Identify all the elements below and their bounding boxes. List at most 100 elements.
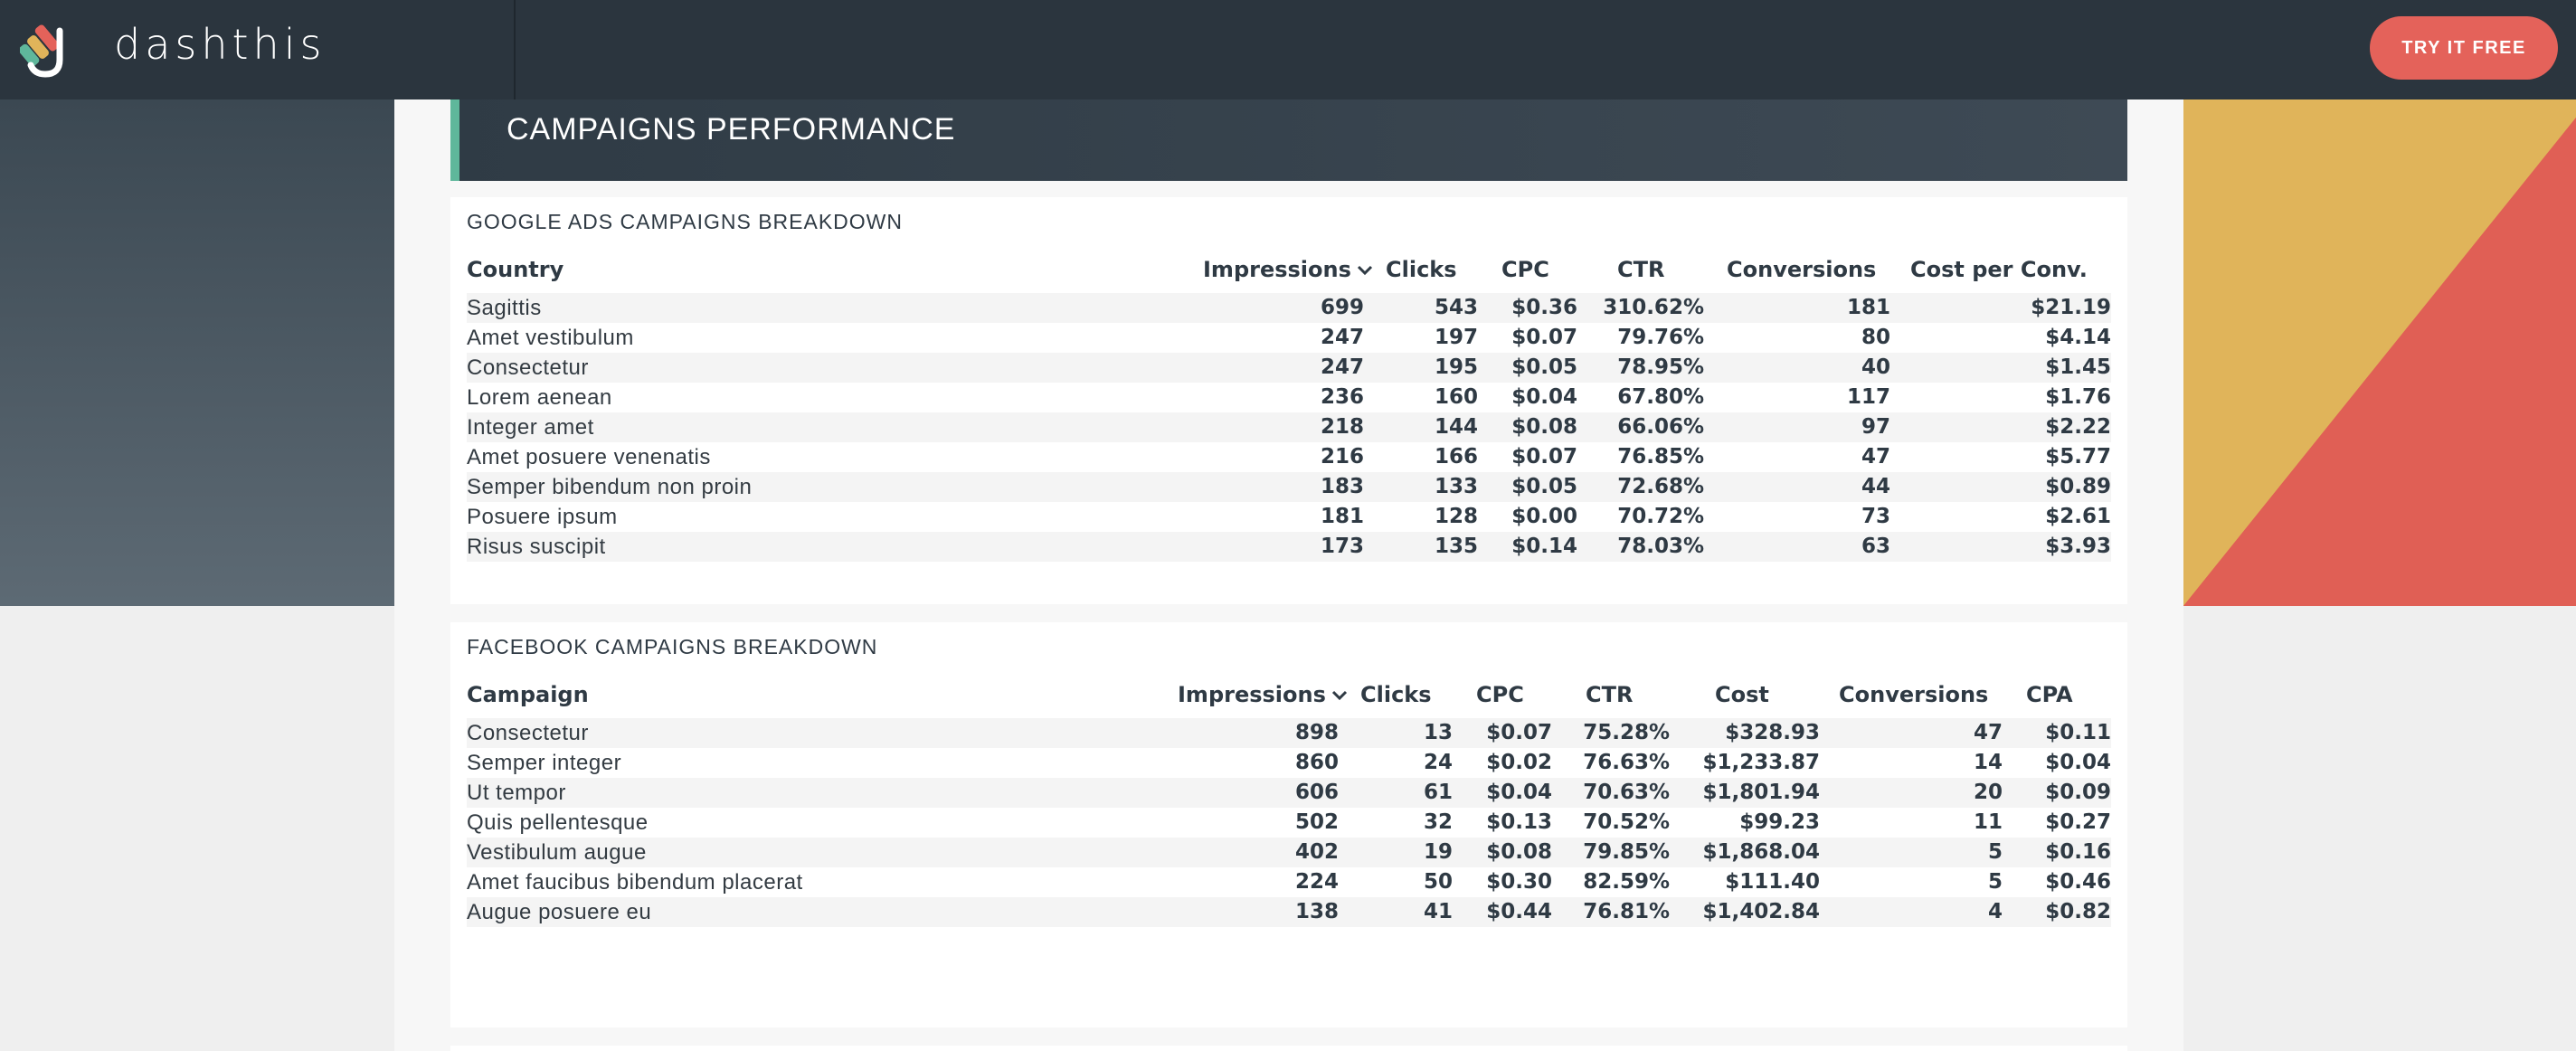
table-row: Sagittis 699 543 $0.36 310.62% 181 $21.19 [467, 293, 2111, 323]
table-cell: 70.63% [1583, 781, 1670, 804]
table-cell: 218 [1320, 415, 1364, 439]
table-cell: 44 [1861, 475, 1890, 498]
table-cell: 195 [1434, 355, 1478, 379]
column-header-cpc[interactable]: CPC [1501, 257, 1549, 282]
column-header-impressions-label: Impressions [1203, 257, 1351, 282]
table-cell: $5.77 [2045, 445, 2111, 469]
table-cell: 78.95% [1617, 355, 1704, 379]
column-header-conversions[interactable]: Conversions [1727, 257, 1877, 282]
table-cell: 66.06% [1617, 415, 1704, 439]
table-cell: 32 [1423, 810, 1453, 834]
table-cell: $2.61 [2045, 505, 2111, 528]
table-cell: $328.93 [1725, 721, 1820, 744]
column-header-country[interactable]: Country [467, 257, 564, 282]
table-row: Ut tempor 606 61 $0.04 70.63% $1,801.94 20 $0.0… [467, 778, 2111, 808]
row-label: Risus suscipit [467, 535, 606, 559]
background-left-panel [0, 99, 394, 606]
table-row: Semper bibendum non proin 183 133 $0.05 72.6… [467, 472, 2111, 502]
table-row: Risus suscipit 173 135 $0.14 78.03% 63 $3.93 [467, 532, 2111, 562]
table-row: Amet posuere venenatis 216 166 $0.07 76.85% 4… [467, 442, 2111, 472]
table-cell: 20 [1973, 781, 2003, 804]
column-header-ctr[interactable]: CTR [1617, 257, 1665, 282]
column-header-cost-per-conv[interactable]: Cost per Conv. [1910, 257, 2088, 282]
table-cell: 4 [1987, 900, 2003, 923]
table-cell: $0.11 [2045, 721, 2111, 744]
row-label: Consectetur [467, 721, 589, 745]
table-cell: 61 [1423, 781, 1453, 804]
table-cell: $0.13 [1486, 810, 1552, 834]
table-row: Semper integer 860 24 $0.02 76.63% $1,233.87 1… [467, 748, 2111, 778]
table-cell: $0.04 [1511, 385, 1577, 409]
column-header-impressions[interactable]: Impressions [1178, 682, 1348, 707]
brand-name[interactable]: dashthis [114, 20, 327, 69]
dashthis-logo-icon[interactable] [20, 18, 76, 78]
table-row: Consectetur 247 195 $0.05 78.95% 40 $1.45 [467, 353, 2111, 383]
table-row: Amet faucibus bibendum placerat 224 50 $0.3… [467, 867, 2111, 897]
table-cell: $0.44 [1486, 900, 1552, 923]
table-cell: $0.02 [1486, 751, 1552, 774]
row-label: Posuere ipsum [467, 505, 618, 529]
table-cell: 606 [1294, 781, 1339, 804]
table-cell: $0.30 [1486, 870, 1552, 894]
table-cell: 144 [1434, 415, 1478, 439]
table-cell: 247 [1320, 326, 1364, 349]
table-cell: 898 [1294, 721, 1339, 744]
column-header-cpa[interactable]: CPA [2026, 682, 2073, 707]
row-label: Quis pellentesque [467, 810, 649, 835]
table-cell: 40 [1861, 355, 1890, 379]
row-label: Sagittis [467, 296, 542, 320]
table-cell: $2.22 [2045, 415, 2111, 439]
facebook-card-title: FACEBOOK CAMPAIGNS BREAKDOWN [467, 635, 878, 658]
table-cell: 166 [1434, 445, 1478, 469]
table-cell: 128 [1434, 505, 1478, 528]
table-cell: 82.59% [1583, 870, 1670, 894]
top-navigation-bar: dashthis TRY IT FREE [0, 0, 2576, 99]
table-cell: $0.08 [1511, 415, 1577, 439]
table-cell: 160 [1434, 385, 1478, 409]
row-label: Vestibulum augue [467, 840, 647, 865]
table-cell: 236 [1320, 385, 1364, 409]
table-cell: 224 [1294, 870, 1339, 894]
table-cell: $0.14 [1511, 535, 1577, 558]
column-header-impressions[interactable]: Impressions [1203, 257, 1373, 282]
column-header-ctr[interactable]: CTR [1586, 682, 1634, 707]
table-cell: $0.16 [2045, 840, 2111, 864]
try-it-free-button[interactable]: TRY IT FREE [2370, 16, 2558, 80]
column-header-campaign[interactable]: Campaign [467, 682, 589, 707]
table-cell: 47 [1973, 721, 2003, 744]
table-cell: 72.68% [1617, 475, 1704, 498]
table-cell: $3.93 [2045, 535, 2111, 558]
table-cell: 402 [1294, 840, 1339, 864]
table-cell: 5 [1987, 870, 2003, 894]
table-cell: $1,801.94 [1702, 781, 1821, 804]
table-row: Amet vestibulum 247 197 $0.07 79.76% 80 $4.14 [467, 323, 2111, 353]
table-cell: 50 [1423, 870, 1453, 894]
row-label: Augue posuere eu [467, 900, 652, 924]
table-row: Lorem aenean 236 160 $0.04 67.80% 117 $1.76 [467, 383, 2111, 412]
table-cell: 138 [1294, 900, 1339, 923]
row-label: Amet vestibulum [467, 326, 634, 350]
topbar-divider [514, 0, 516, 99]
column-header-cpc[interactable]: CPC [1476, 682, 1524, 707]
table-cell: 543 [1434, 296, 1478, 319]
table-cell: 73 [1861, 505, 1890, 528]
chevron-down-icon [1331, 690, 1347, 701]
google-ads-breakdown-card: GOOGLE ADS CAMPAIGNS BREAKDOWN Country I… [450, 197, 2127, 604]
table-cell: 181 [1320, 505, 1364, 528]
table-cell: $0.09 [2045, 781, 2111, 804]
table-row: Consectetur 898 13 $0.07 75.28% $328.93 47 $0.1… [467, 718, 2111, 748]
column-header-impressions-label: Impressions [1178, 682, 1326, 707]
table-cell: 247 [1320, 355, 1364, 379]
table-cell: $0.05 [1511, 355, 1577, 379]
table-cell: $0.07 [1511, 445, 1577, 469]
table-cell: 5 [1987, 840, 2003, 864]
column-header-conversions[interactable]: Conversions [1839, 682, 1989, 707]
column-header-clicks[interactable]: Clicks [1386, 257, 1457, 282]
table-cell: $1.76 [2045, 385, 2111, 409]
column-header-clicks[interactable]: Clicks [1360, 682, 1432, 707]
table-cell: $1,233.87 [1702, 751, 1821, 774]
table-cell: 183 [1320, 475, 1364, 498]
table-cell: $0.08 [1486, 840, 1552, 864]
column-header-cost[interactable]: Cost [1715, 682, 1769, 707]
table-cell: $0.27 [2045, 810, 2111, 834]
